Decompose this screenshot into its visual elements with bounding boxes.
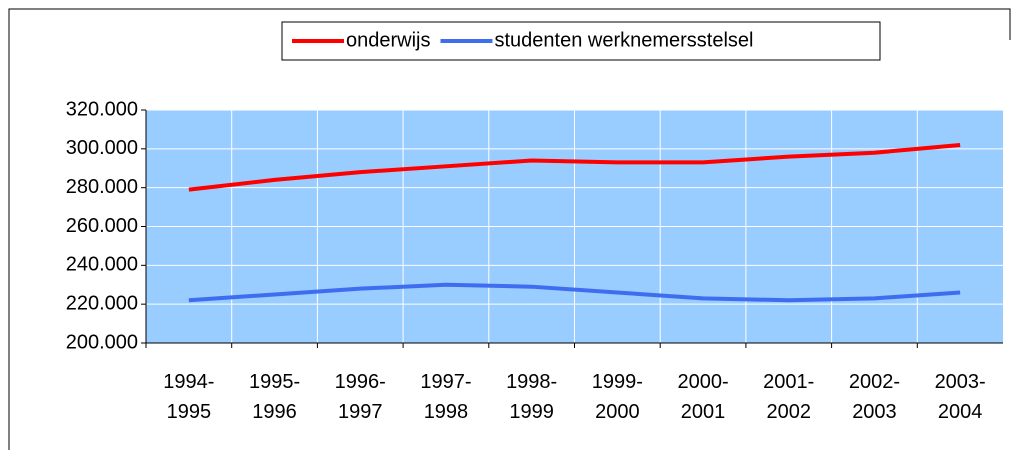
x-tick-label: 2003-2004 (935, 371, 986, 423)
series-line (188, 142, 961, 192)
legend-label: studenten werknemersstelsel (494, 29, 753, 51)
series-line (188, 282, 961, 303)
y-tick-label: 240.000 (66, 254, 138, 276)
y-tick-label: 280.000 (66, 176, 138, 198)
legend-label: onderwijs (346, 29, 430, 51)
y-tick-label: 260.000 (66, 215, 138, 237)
y-tick-label: 200.000 (66, 331, 138, 353)
x-tick-label: 1998-1999 (506, 371, 557, 423)
x-tick-label: 1996-1997 (335, 371, 386, 423)
chart-frame (8, 8, 1011, 450)
x-tick-label: 1997-1998 (420, 371, 471, 423)
x-tick-label: 1999-2000 (592, 371, 643, 423)
y-tick-label: 220.000 (66, 292, 138, 314)
y-tick-label: 300.000 (66, 137, 138, 159)
legend-box (281, 21, 881, 61)
y-tick-label: 320.000 (66, 98, 138, 120)
x-tick-label: 2001-2002 (763, 371, 814, 423)
x-tick-label: 1994-1995 (163, 371, 214, 423)
x-tick-label: 1995-1996 (249, 371, 300, 423)
x-tick-label: 2000-2001 (677, 371, 728, 423)
x-tick-label: 2002-2003 (849, 371, 900, 423)
